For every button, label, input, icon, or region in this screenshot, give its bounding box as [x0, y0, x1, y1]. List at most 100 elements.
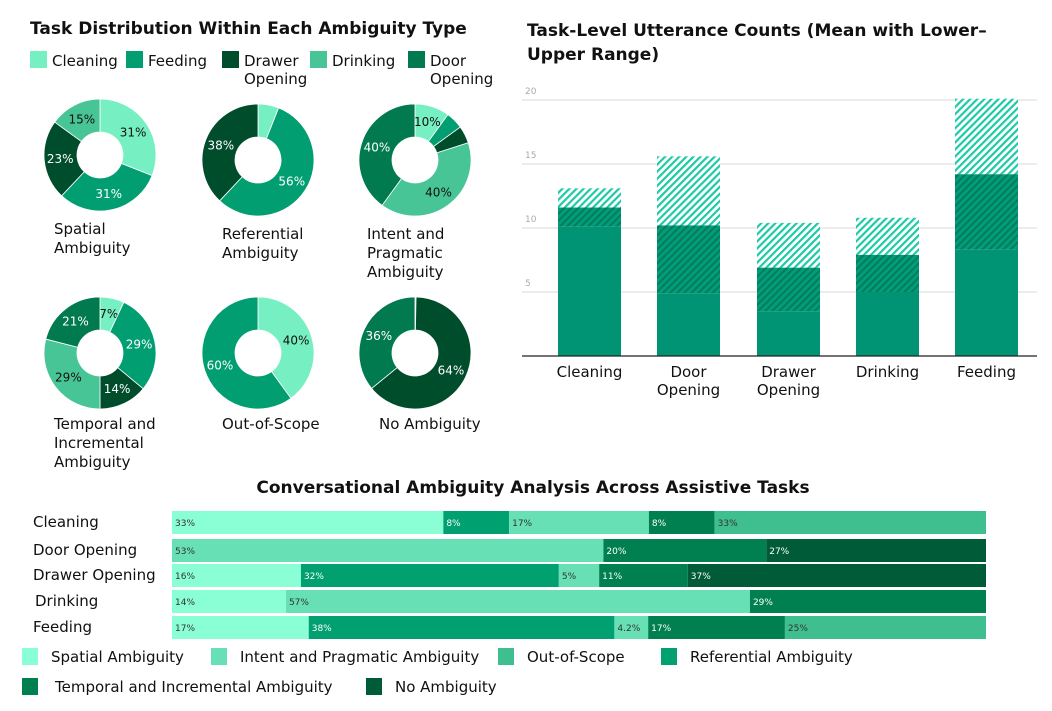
legend-label-feeding: Feeding: [148, 52, 207, 70]
segment-referential: [443, 511, 510, 534]
legend-swatch-cleaning: [30, 51, 47, 68]
bar-chart-title-line1: Task-Level Utterance Counts (Mean with L…: [527, 21, 987, 41]
legend-label-door: Door: [430, 52, 467, 70]
legend-swatch-temporal: [22, 678, 38, 695]
segment-label: 38%: [312, 624, 332, 634]
donut-slice-label: 38%: [207, 138, 234, 152]
segment-label: 25%: [788, 624, 808, 634]
segment-intent: [285, 590, 750, 613]
donut-slice-label: 23%: [47, 152, 74, 166]
legend-swatch-intent: [211, 648, 227, 665]
legend-swatch-door: [408, 51, 425, 68]
donut-slice-cleaning: [257, 296, 315, 399]
donut-slice-label: 29%: [126, 337, 153, 351]
legend-label-referential: Referential Ambiguity: [690, 648, 853, 666]
donut-slice-label: 15%: [69, 112, 96, 126]
segment-out_of_scope: [784, 616, 986, 639]
segment-temporal: [648, 511, 715, 534]
donut-title: Ambiguity: [222, 244, 299, 262]
donut-slice-label: 40%: [283, 334, 310, 348]
legend-swatch-referential: [661, 648, 677, 665]
donut-title: No Ambiguity: [379, 415, 481, 433]
segment-spatial: [172, 616, 309, 639]
segment-spatial: [172, 564, 301, 587]
segment-out_of_scope: [714, 511, 986, 534]
row-label: Door Opening: [33, 541, 137, 559]
bar-mean: [856, 254, 919, 292]
segment-label: 37%: [691, 572, 711, 582]
donut-title: Pragmatic: [367, 244, 443, 262]
segment-referential: [300, 564, 559, 587]
legend-swatch-none: [366, 678, 382, 695]
bar-upper-range: [955, 98, 1018, 175]
legend-label-spatial: Spatial Ambiguity: [51, 648, 184, 666]
x-tick-label: Feeding: [957, 363, 1016, 381]
segment-temporal: [648, 616, 785, 639]
donut-slice-label: 10%: [414, 115, 441, 129]
bar-mean: [757, 267, 820, 312]
stacked-chart-title: Conversational Ambiguity Analysis Across…: [256, 478, 809, 498]
bar-lower: [558, 226, 621, 356]
donut-slice-drawer: [371, 296, 472, 410]
legend-label-temporal: Temporal and Incremental Ambiguity: [54, 678, 333, 696]
donut-slice-feeding: [219, 107, 315, 217]
x-tick-label: Opening: [657, 381, 720, 399]
segment-label: 27%: [769, 547, 789, 557]
segment-label: 5%: [562, 572, 577, 582]
y-tick-label: 15: [525, 151, 536, 161]
donut-slice-door: [358, 296, 416, 389]
segment-label: 17%: [651, 624, 671, 634]
donut-title: Ambiguity: [54, 239, 131, 257]
segment-label: 14%: [175, 598, 195, 608]
segment-label: 33%: [175, 519, 195, 529]
donut-slice-label: 29%: [55, 371, 82, 385]
segment-none: [766, 539, 986, 562]
donut-slice-label: 7%: [99, 307, 118, 321]
row-label: Cleaning: [33, 513, 99, 531]
donut-slice-feeding: [201, 296, 292, 410]
donut-title: Ambiguity: [54, 453, 131, 471]
y-tick-label: 5: [525, 279, 531, 289]
y-tick-label: 10: [525, 215, 537, 225]
segment-temporal: [599, 564, 688, 587]
donut-title: Referential: [222, 225, 303, 243]
donut-title: Ambiguity: [367, 263, 444, 281]
legend-label-door: Opening: [430, 70, 493, 88]
bar-lower: [657, 293, 720, 356]
bar-mean: [955, 174, 1018, 250]
legend-swatch-drawer: [222, 51, 239, 68]
segment-label: 16%: [175, 572, 195, 582]
legend-label-drinking: Drinking: [332, 52, 395, 70]
donut-slice-label: 40%: [425, 185, 452, 199]
donut-slice-drinking: [43, 338, 101, 410]
donut-slice-label: 64%: [438, 363, 465, 377]
segment-intent: [614, 616, 649, 639]
bar-upper-range: [856, 217, 919, 255]
legend-swatch-feeding: [126, 51, 143, 68]
bar-upper-range: [757, 222, 820, 268]
legend-swatch-spatial: [22, 648, 38, 665]
segment-label: 20%: [606, 547, 626, 557]
donut-slice-drawer: [201, 103, 259, 202]
x-tick-label: Opening: [757, 381, 820, 399]
row-label: Drawer Opening: [33, 566, 156, 584]
donut-title: Spatial: [54, 220, 106, 238]
legend-label-drawer: Opening: [244, 70, 307, 88]
segment-none: [687, 564, 986, 587]
legend-swatch-drinking: [310, 51, 327, 68]
bar-mean: [558, 207, 621, 227]
bar-upper-range: [657, 156, 720, 226]
x-tick-label: Door: [670, 363, 707, 381]
donut-slice-door: [45, 296, 101, 348]
donut-slice-label: 56%: [278, 174, 305, 188]
segment-label: 4.2%: [617, 624, 640, 634]
segment-label: 32%: [304, 572, 324, 582]
segment-temporal: [749, 590, 986, 613]
donut-slice-cleaning: [99, 98, 157, 177]
segment-label: 17%: [512, 519, 532, 529]
segment-spatial: [172, 511, 444, 534]
legend-label-out_of_scope: Out-of-Scope: [527, 648, 625, 666]
segment-intent: [509, 511, 649, 534]
donut-slice-label: 60%: [207, 358, 234, 372]
donut-slice-label: 21%: [62, 314, 89, 328]
